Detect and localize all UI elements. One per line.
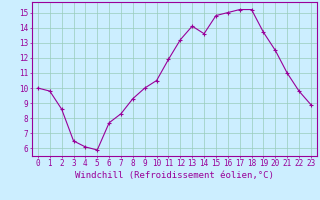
X-axis label: Windchill (Refroidissement éolien,°C): Windchill (Refroidissement éolien,°C) [75,171,274,180]
